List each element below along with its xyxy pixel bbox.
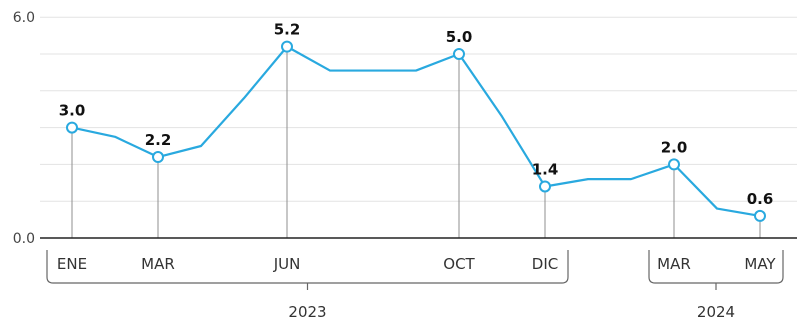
data-point xyxy=(66,121,78,134)
y-tick-label: 6.0 xyxy=(13,10,35,26)
data-points xyxy=(66,40,766,222)
series-line xyxy=(71,45,761,218)
year-bracket xyxy=(46,250,569,284)
x-tick-label: OCT xyxy=(443,255,475,273)
x-axis-ticks: ENE MAR JUN OCT DIC MAR MAY xyxy=(57,255,777,273)
data-label: 2.0 xyxy=(661,138,688,156)
x-tick-label: MAR xyxy=(657,255,691,273)
grid-lines xyxy=(40,16,797,202)
x-tick-label: ENE xyxy=(57,255,87,273)
data-point xyxy=(453,48,465,60)
year-brackets: 2023 2024 xyxy=(46,250,784,321)
data-point xyxy=(668,158,680,171)
x-tick-label: MAY xyxy=(744,255,776,273)
data-point xyxy=(754,209,766,222)
series-polyline xyxy=(71,45,761,218)
data-labels: 3.0 2.2 5.2 5.0 1.4 2.0 0.6 xyxy=(59,21,774,208)
x-tick-label: MAR xyxy=(141,255,175,273)
y-axis-labels: 0.0 6.0 xyxy=(13,10,35,247)
data-label: 3.0 xyxy=(59,102,86,120)
data-label: 2.2 xyxy=(145,131,172,149)
data-label: 0.6 xyxy=(747,190,774,208)
year-label: 2024 xyxy=(697,303,735,321)
y-tick-label: 0.0 xyxy=(13,231,35,247)
data-point xyxy=(281,40,293,53)
data-label: 5.2 xyxy=(274,21,301,39)
data-point xyxy=(539,180,551,193)
x-tick-label: JUN xyxy=(273,255,301,273)
data-point xyxy=(152,151,164,164)
data-label: 5.0 xyxy=(446,28,473,46)
x-tick-label: DIC xyxy=(532,255,558,273)
data-label: 1.4 xyxy=(532,160,559,178)
year-label: 2023 xyxy=(288,303,326,321)
drop-lines xyxy=(71,46,761,238)
